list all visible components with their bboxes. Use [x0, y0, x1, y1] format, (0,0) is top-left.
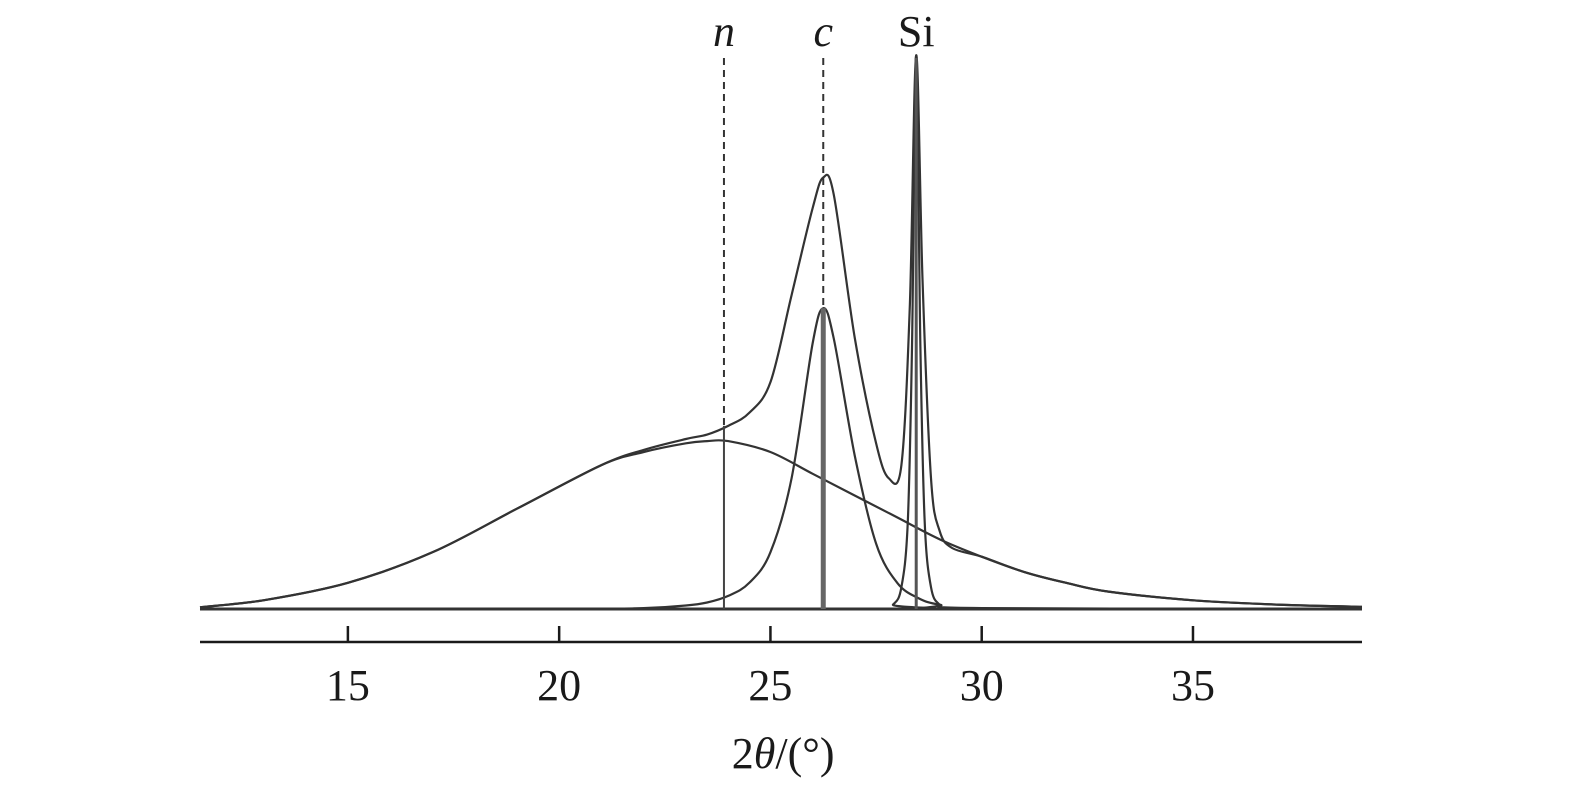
x-tick-layer: 15 20 25 30 35	[326, 626, 1215, 710]
x-tick-label: 30	[960, 661, 1004, 710]
series-line-c-component	[199, 307, 1363, 611]
series-line-si-component	[199, 54, 1363, 611]
x-axis-title: 2θ/(°)	[732, 729, 835, 778]
marker-layer: n c Si	[713, 7, 935, 609]
x-axis-title-prefix: 2	[732, 729, 754, 778]
x-tick-label: 15	[326, 661, 370, 710]
x-tick-label: 20	[537, 661, 581, 710]
curve-layer	[199, 54, 1363, 611]
marker-label-n: n	[713, 7, 735, 56]
x-axis-title-theta: θ	[754, 729, 776, 778]
x-axis-title-unit: /(°)	[775, 729, 834, 778]
x-tick-label: 25	[748, 661, 792, 710]
marker-label-c: c	[813, 7, 833, 56]
x-tick-label: 35	[1171, 661, 1215, 710]
marker-label-Si: Si	[898, 7, 935, 56]
series-line-total	[199, 54, 1363, 609]
